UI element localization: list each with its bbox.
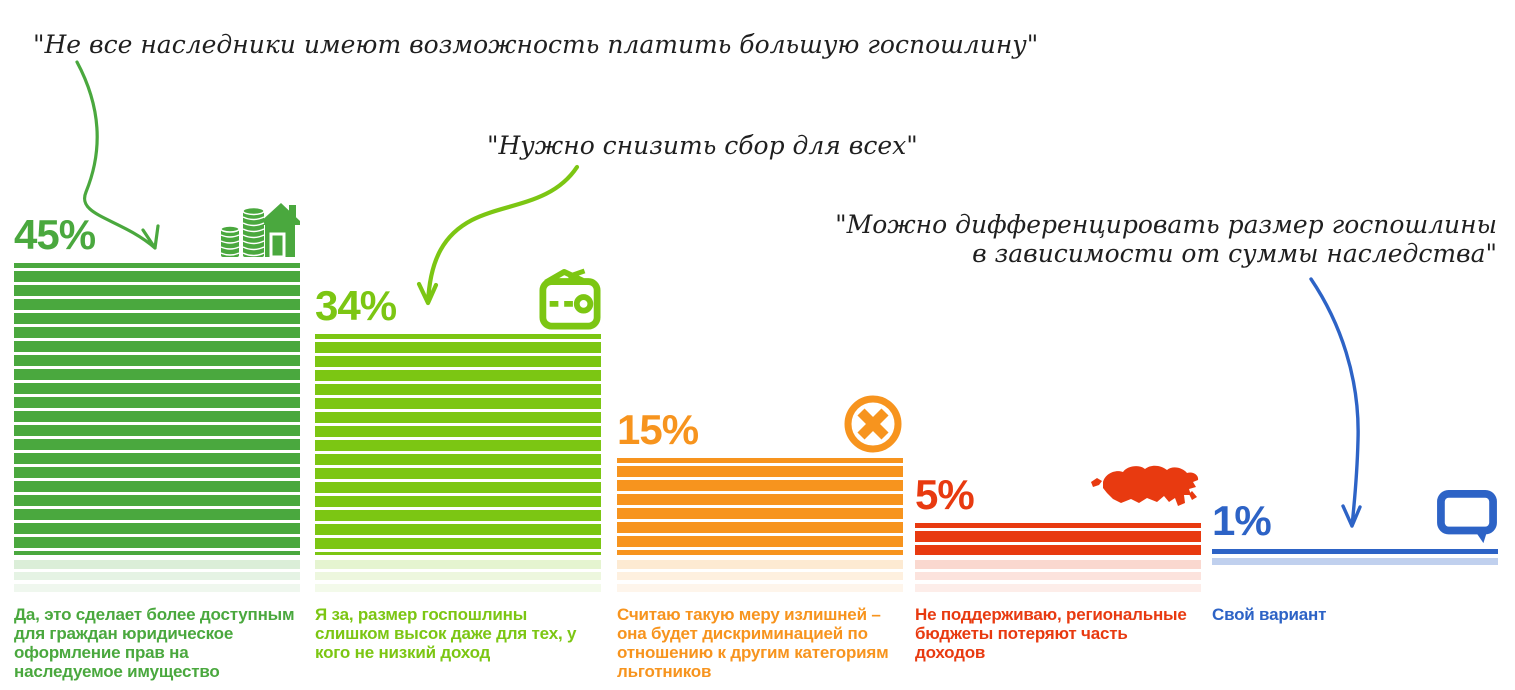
wallet-icon bbox=[539, 268, 601, 335]
percent-label: 15% bbox=[617, 405, 699, 453]
bar-reflection bbox=[315, 584, 601, 592]
bar-reflection bbox=[315, 560, 601, 569]
survey-option: 15% Считаю такую меру излишней – она буд… bbox=[617, 0, 903, 690]
bar bbox=[617, 457, 903, 555]
percent-label: 45% bbox=[14, 210, 96, 258]
percent-label: 5% bbox=[915, 470, 975, 518]
quote-annotation-1: "Не все наследники имеют возможность пла… bbox=[33, 30, 1039, 59]
speech-bubble-icon bbox=[1436, 489, 1498, 550]
bar-reflection bbox=[14, 560, 300, 569]
bar bbox=[1212, 548, 1498, 555]
cross-circle-icon bbox=[843, 394, 903, 459]
quote-annotation-3: "Можно дифференцировать размер госпошлин… bbox=[835, 210, 1497, 268]
bar bbox=[315, 334, 601, 555]
percent-label: 1% bbox=[1212, 496, 1272, 544]
bar bbox=[915, 522, 1201, 555]
russia-map-icon bbox=[1081, 462, 1201, 524]
bar-reflection bbox=[315, 572, 601, 580]
bar-reflection bbox=[1212, 558, 1498, 565]
bar-reflection bbox=[915, 560, 1201, 569]
option-caption: Я за, размер госпошлины слишком высок да… bbox=[315, 605, 577, 662]
option-caption: Не поддерживаю, региональные бюджеты пот… bbox=[915, 605, 1187, 662]
survey-option: 1% Свой вариант bbox=[1212, 0, 1498, 690]
coins-house-icon bbox=[218, 197, 300, 264]
survey-option: 45% Да, это сделает более доступным для … bbox=[14, 0, 300, 690]
bar-reflection bbox=[617, 572, 903, 580]
quote-annotation-2: "Нужно снизить сбор для всех" bbox=[487, 131, 918, 160]
bar-reflection bbox=[14, 584, 300, 592]
survey-option: 34% Я за, размер госпошлины слишком высо… bbox=[315, 0, 601, 690]
bar-reflection bbox=[617, 584, 903, 592]
option-caption: Свой вариант bbox=[1212, 605, 1327, 624]
percent-label: 34% bbox=[315, 282, 397, 329]
survey-option: 5% Не поддерживаю, региональные бюджеты … bbox=[915, 0, 1201, 690]
bar-reflection bbox=[915, 584, 1201, 592]
option-caption: Считаю такую меру излишней – она будет д… bbox=[617, 605, 889, 681]
option-caption: Да, это сделает более доступным для граж… bbox=[14, 605, 295, 681]
bar bbox=[14, 262, 300, 555]
bar-reflection bbox=[14, 572, 300, 580]
bar-reflection bbox=[915, 572, 1201, 580]
bar-reflection bbox=[617, 560, 903, 569]
